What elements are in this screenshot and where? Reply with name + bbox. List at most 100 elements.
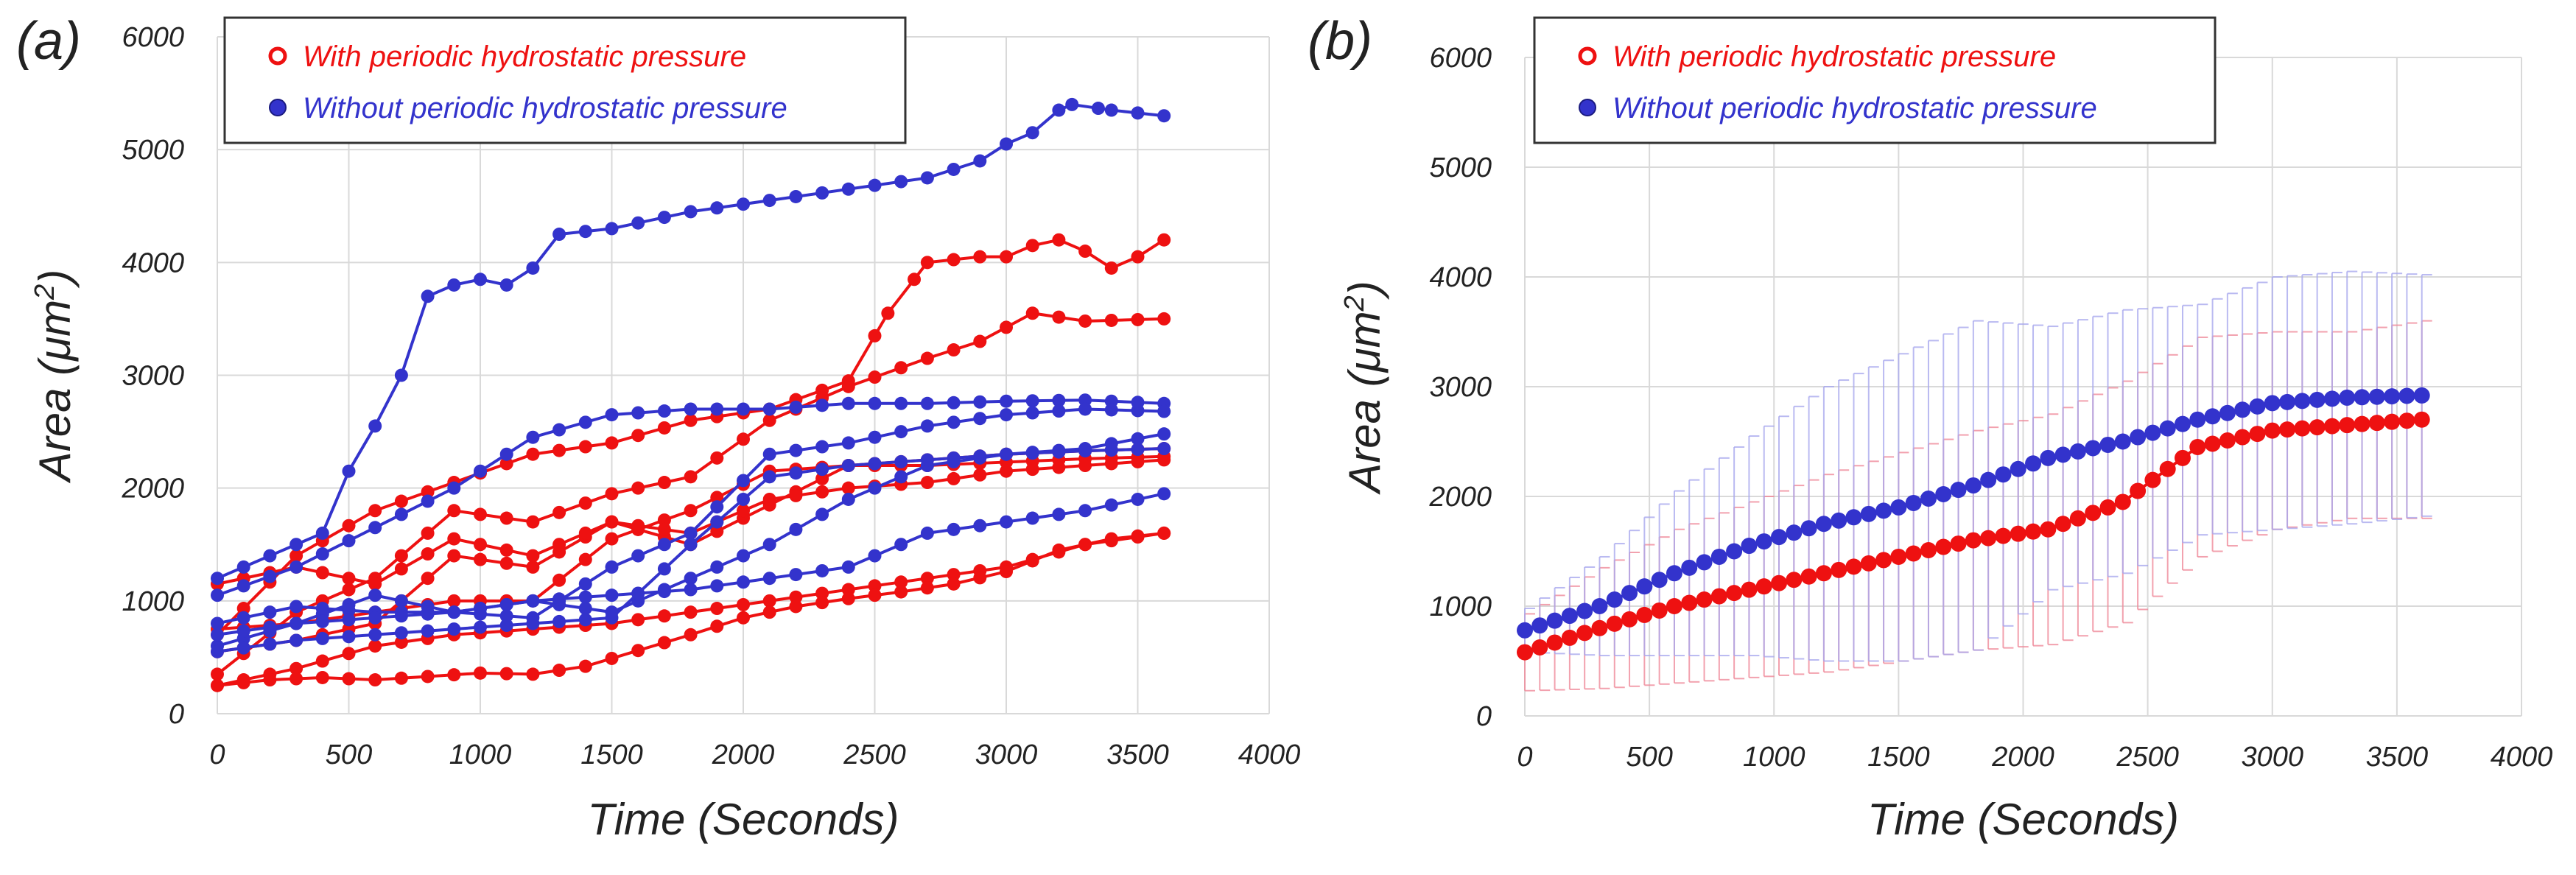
data-point bbox=[1755, 578, 1772, 595]
data-point bbox=[1025, 306, 1039, 320]
data-point bbox=[605, 515, 619, 529]
y-tick-label: 2000 bbox=[121, 474, 184, 505]
y-axis-title-text: Area ( bbox=[30, 356, 80, 483]
data-point bbox=[684, 470, 698, 484]
data-point bbox=[211, 616, 224, 630]
data-point bbox=[789, 522, 803, 536]
data-point bbox=[1980, 471, 1997, 488]
data-point bbox=[1025, 554, 1039, 568]
data-point bbox=[578, 602, 592, 616]
y-axis-title-unit: μm bbox=[30, 300, 80, 362]
data-point bbox=[973, 395, 987, 409]
y-tick-label: 2000 bbox=[1428, 482, 1492, 513]
data-point bbox=[947, 471, 961, 485]
x-tick-label: 3000 bbox=[2241, 742, 2303, 773]
data-point bbox=[2219, 432, 2236, 449]
data-point bbox=[1000, 464, 1013, 478]
data-point bbox=[1636, 606, 1653, 623]
data-point bbox=[552, 443, 566, 457]
data-point bbox=[421, 526, 435, 540]
data-point bbox=[1860, 505, 1877, 522]
legend-label: Without periodic hydrostatic pressure bbox=[303, 92, 787, 124]
data-point bbox=[789, 189, 803, 203]
data-point bbox=[1104, 532, 1118, 546]
data-point bbox=[894, 538, 908, 552]
data-point bbox=[2309, 419, 2326, 436]
data-point bbox=[2174, 449, 2191, 466]
data-point bbox=[1786, 572, 1803, 588]
legend-label: Without periodic hydrostatic pressure bbox=[1612, 92, 2097, 124]
legend-box bbox=[1533, 16, 2217, 144]
data-point bbox=[552, 423, 566, 437]
data-point bbox=[920, 171, 934, 185]
data-point bbox=[1157, 442, 1171, 456]
data-point bbox=[684, 504, 698, 518]
data-point bbox=[631, 586, 645, 600]
data-point bbox=[1104, 457, 1118, 471]
data-point bbox=[973, 250, 987, 264]
legend-label: With periodic hydrostatic pressure bbox=[303, 41, 746, 73]
data-point bbox=[289, 560, 303, 574]
x-tick-label: 1500 bbox=[1867, 742, 1930, 773]
data-point bbox=[868, 588, 882, 602]
data-point bbox=[1517, 644, 1533, 661]
x-tick-label: 2000 bbox=[712, 739, 775, 770]
x-tick-label: 0 bbox=[209, 739, 225, 770]
data-point bbox=[2249, 426, 2266, 443]
data-point bbox=[474, 538, 487, 552]
data-point bbox=[315, 670, 329, 684]
data-point bbox=[894, 470, 908, 484]
data-point bbox=[657, 476, 671, 490]
data-point bbox=[499, 447, 513, 461]
data-point bbox=[684, 605, 698, 619]
data-point bbox=[1561, 608, 1578, 625]
data-point bbox=[868, 328, 882, 342]
data-point bbox=[737, 575, 750, 589]
data-point bbox=[894, 454, 908, 468]
series-line bbox=[217, 454, 1165, 653]
data-point bbox=[1845, 509, 1862, 526]
data-point bbox=[2099, 436, 2116, 453]
y-tick-label: 0 bbox=[169, 699, 184, 730]
data-point bbox=[421, 547, 435, 561]
data-point bbox=[2413, 387, 2430, 404]
data-point bbox=[815, 563, 829, 577]
data-point bbox=[789, 466, 803, 480]
data-point bbox=[789, 590, 803, 604]
data-point bbox=[499, 597, 513, 611]
data-point bbox=[2114, 493, 2131, 510]
data-point bbox=[1078, 444, 1092, 458]
data-point bbox=[2384, 388, 2401, 405]
data-point bbox=[1681, 594, 1698, 611]
data-point bbox=[289, 616, 303, 630]
data-point bbox=[737, 432, 750, 446]
x-tick-label: 500 bbox=[326, 739, 372, 770]
data-point bbox=[263, 673, 277, 687]
data-point bbox=[1157, 453, 1171, 467]
data-point bbox=[684, 583, 698, 597]
data-point bbox=[710, 451, 724, 465]
data-point bbox=[789, 443, 803, 457]
data-point bbox=[1621, 585, 1638, 602]
data-point bbox=[815, 471, 829, 485]
data-point bbox=[526, 616, 540, 630]
data-point bbox=[1741, 538, 1758, 555]
data-point bbox=[315, 566, 329, 580]
y-tick-label: 5000 bbox=[1429, 152, 1492, 183]
data-point bbox=[631, 406, 645, 420]
data-point bbox=[1104, 261, 1118, 275]
data-point bbox=[2130, 482, 2147, 499]
data-point bbox=[868, 370, 882, 384]
data-point bbox=[211, 628, 224, 642]
data-point bbox=[947, 522, 961, 536]
data-point bbox=[342, 603, 356, 617]
data-point bbox=[211, 644, 224, 658]
y-axis-title-text: Area ( bbox=[1340, 368, 1389, 494]
data-point bbox=[2384, 413, 2401, 430]
data-point bbox=[631, 613, 645, 627]
y-tick-label: 6000 bbox=[122, 22, 184, 53]
data-point bbox=[2040, 521, 2057, 538]
data-point bbox=[947, 415, 961, 429]
data-point bbox=[710, 579, 724, 593]
data-point bbox=[1052, 103, 1066, 117]
